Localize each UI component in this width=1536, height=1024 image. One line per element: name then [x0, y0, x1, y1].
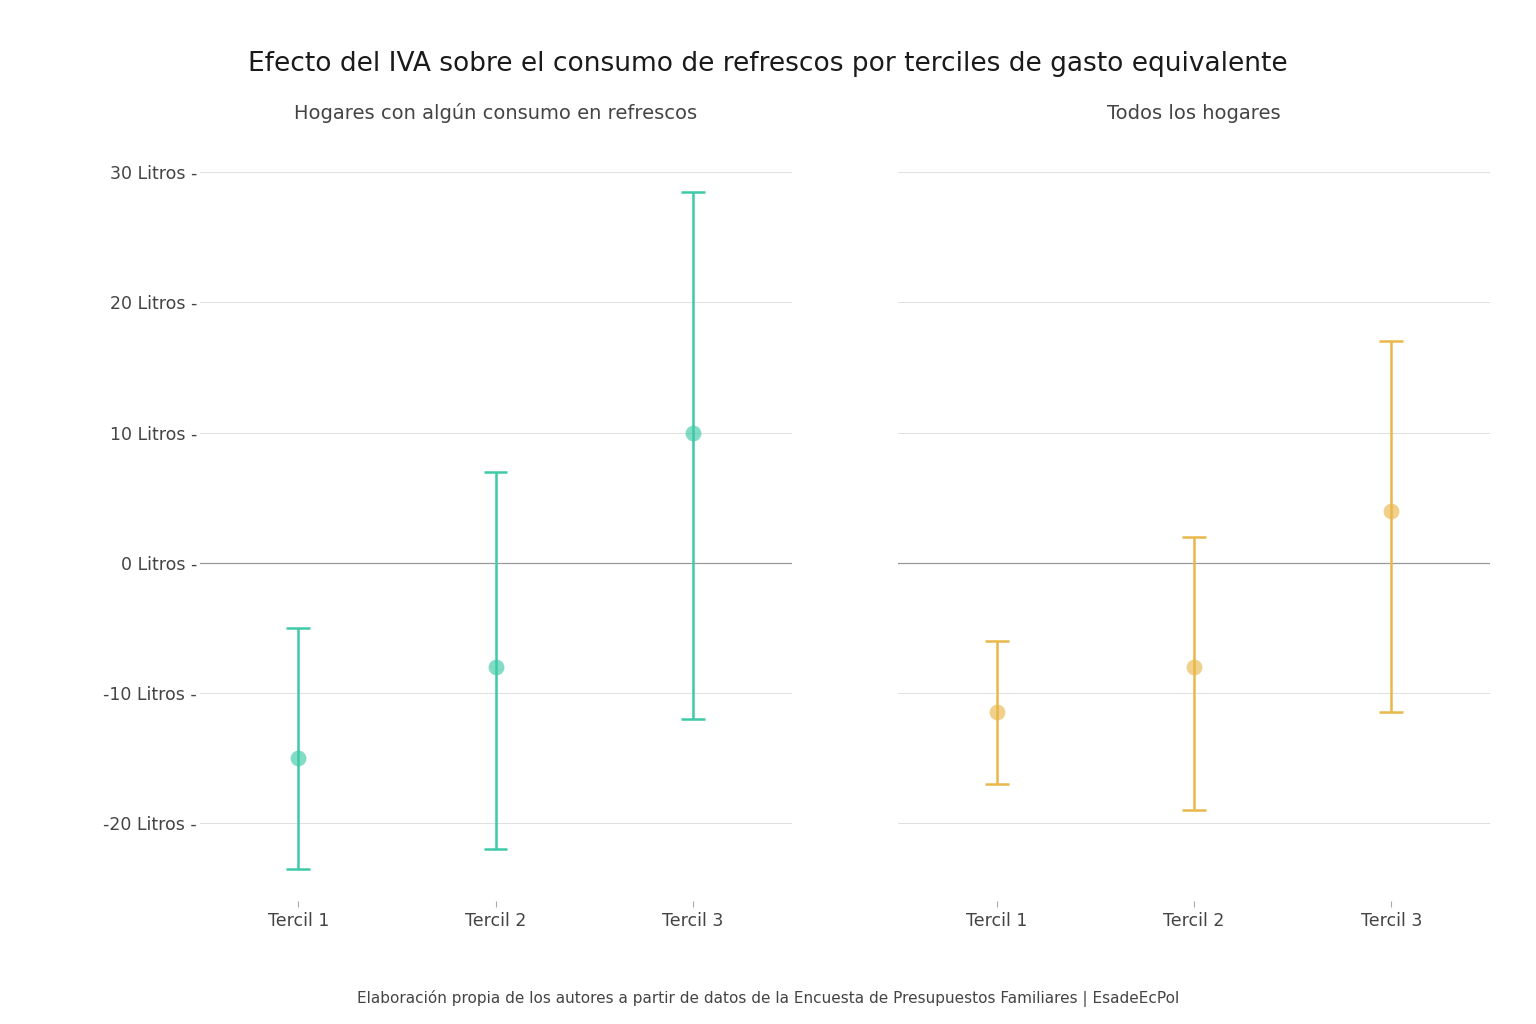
Point [680, 424, 705, 440]
Text: Efecto del IVA sobre el consumo de refrescos por terciles de gasto equivalente: Efecto del IVA sobre el consumo de refre… [249, 51, 1287, 77]
Text: Elaboración propia de los autores a partir de datos de la Encuesta de Presupuest: Elaboración propia de los autores a part… [356, 990, 1180, 1007]
Point [1379, 503, 1404, 519]
Point [286, 750, 310, 766]
Point [1181, 658, 1206, 675]
Title: Todos los hogares: Todos los hogares [1107, 104, 1281, 123]
Point [985, 705, 1009, 721]
Title: Hogares con algún consumo en refrescos: Hogares con algún consumo en refrescos [293, 103, 697, 123]
Point [484, 658, 508, 675]
